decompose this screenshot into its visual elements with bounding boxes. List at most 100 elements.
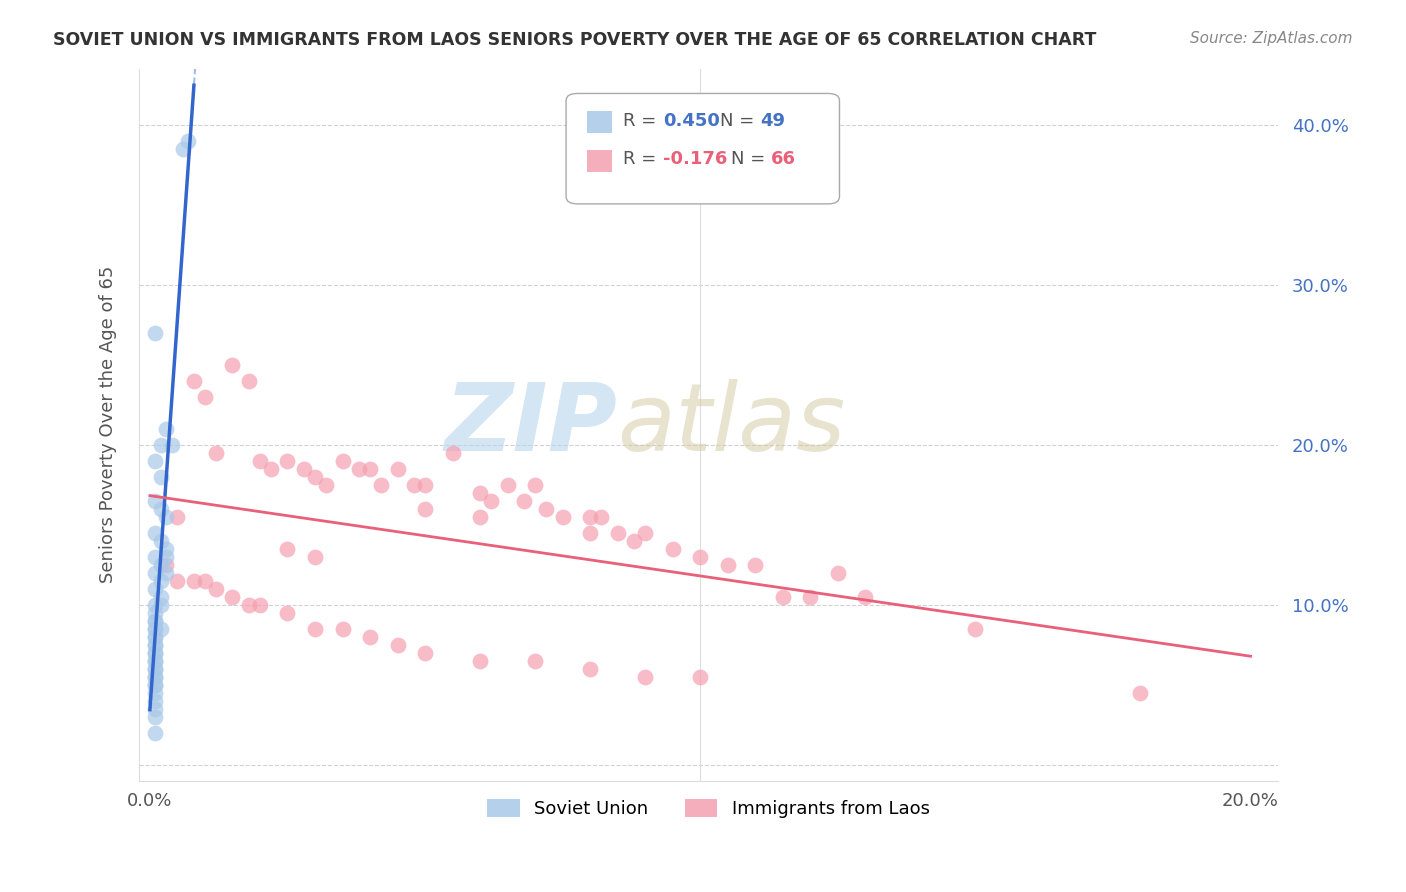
Text: R =: R =: [623, 150, 662, 168]
Point: [634, 670, 657, 684]
Text: 0.450: 0.450: [662, 112, 720, 129]
FancyBboxPatch shape: [586, 151, 612, 172]
Point: [579, 525, 602, 540]
Point: [689, 670, 711, 684]
Point: [689, 549, 711, 564]
Point: [249, 598, 271, 612]
Point: [827, 566, 849, 580]
Point: [772, 590, 794, 604]
Text: 49: 49: [759, 112, 785, 129]
Point: [145, 614, 167, 628]
Text: SOVIET UNION VS IMMIGRANTS FROM LAOS SENIORS POVERTY OVER THE AGE OF 65 CORRELAT: SOVIET UNION VS IMMIGRANTS FROM LAOS SEN…: [53, 31, 1097, 49]
Point: [177, 134, 200, 148]
Point: [292, 462, 315, 476]
Point: [276, 606, 298, 620]
Point: [155, 566, 177, 580]
Point: [145, 670, 167, 684]
FancyBboxPatch shape: [586, 112, 612, 133]
Point: [145, 726, 167, 740]
Point: [413, 501, 436, 516]
Legend: Soviet Union, Immigrants from Laos: Soviet Union, Immigrants from Laos: [481, 791, 936, 825]
Point: [145, 710, 167, 724]
Point: [145, 646, 167, 660]
Point: [260, 462, 283, 476]
Point: [799, 590, 821, 604]
Point: [591, 509, 613, 524]
Point: [623, 533, 645, 548]
Point: [155, 422, 177, 436]
Point: [332, 622, 354, 636]
Point: [149, 470, 172, 484]
Point: [145, 686, 167, 700]
Point: [145, 646, 167, 660]
Text: Source: ZipAtlas.com: Source: ZipAtlas.com: [1189, 31, 1353, 46]
Point: [145, 630, 167, 644]
Point: [413, 477, 436, 491]
Point: [634, 525, 657, 540]
Point: [155, 549, 177, 564]
Text: R =: R =: [623, 112, 662, 129]
Point: [276, 541, 298, 556]
Point: [183, 374, 205, 388]
Point: [524, 477, 547, 491]
Point: [145, 678, 167, 692]
Point: [249, 454, 271, 468]
Point: [145, 630, 167, 644]
Point: [551, 509, 574, 524]
Point: [205, 446, 228, 460]
Point: [238, 598, 260, 612]
Point: [853, 590, 876, 604]
Point: [145, 525, 167, 540]
Point: [145, 454, 167, 468]
Point: [145, 638, 167, 652]
Point: [145, 622, 167, 636]
Point: [194, 390, 217, 404]
Point: [304, 549, 326, 564]
Point: [513, 493, 536, 508]
Text: -0.176: -0.176: [662, 150, 727, 168]
Point: [145, 662, 167, 676]
Point: [359, 462, 381, 476]
Point: [145, 582, 167, 596]
Point: [145, 606, 167, 620]
Text: 66: 66: [770, 150, 796, 168]
Point: [145, 549, 167, 564]
Point: [145, 622, 167, 636]
Point: [579, 662, 602, 676]
Point: [413, 646, 436, 660]
Point: [194, 574, 217, 588]
Point: [172, 142, 194, 156]
Point: [744, 558, 766, 572]
Point: [479, 493, 502, 508]
Point: [155, 509, 177, 524]
Y-axis label: Seniors Poverty Over the Age of 65: Seniors Poverty Over the Age of 65: [100, 266, 117, 583]
Point: [221, 590, 243, 604]
Text: N =: N =: [720, 112, 759, 129]
Point: [145, 566, 167, 580]
Point: [145, 702, 167, 716]
Point: [534, 501, 557, 516]
Point: [149, 598, 172, 612]
Text: atlas: atlas: [617, 379, 845, 470]
Point: [149, 533, 172, 548]
Point: [145, 326, 167, 340]
Point: [183, 574, 205, 588]
Point: [145, 662, 167, 676]
Point: [149, 574, 172, 588]
Point: [205, 582, 228, 596]
Point: [145, 598, 167, 612]
Point: [304, 470, 326, 484]
Point: [387, 462, 409, 476]
Point: [496, 477, 519, 491]
Point: [387, 638, 409, 652]
Text: N =: N =: [731, 150, 772, 168]
Point: [149, 501, 172, 516]
Point: [145, 638, 167, 652]
Text: ZIP: ZIP: [444, 379, 617, 471]
Point: [155, 541, 177, 556]
Point: [717, 558, 740, 572]
Point: [145, 654, 167, 668]
Point: [221, 358, 243, 372]
Point: [315, 477, 337, 491]
Point: [149, 590, 172, 604]
